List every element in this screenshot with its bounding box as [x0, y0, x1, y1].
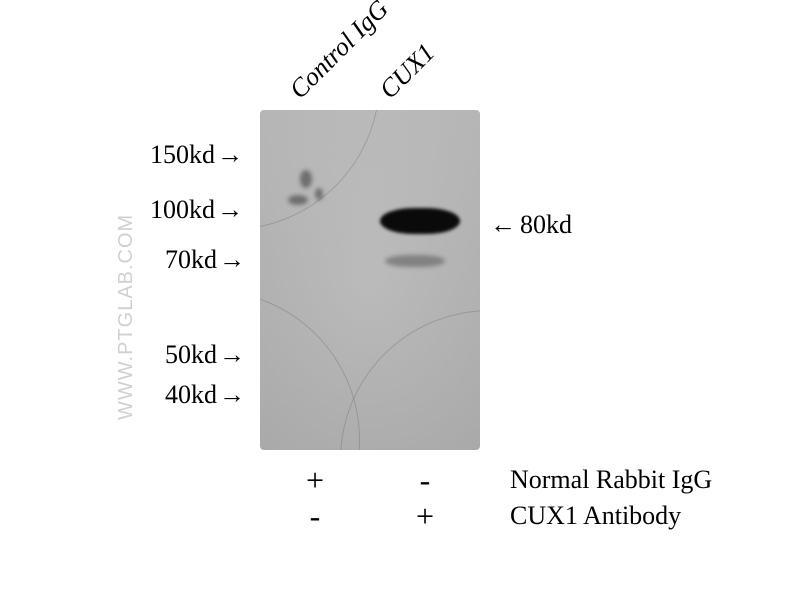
marker-70kd: 70kd→: [165, 245, 245, 275]
marker-text: 40kd: [165, 380, 217, 409]
blot-band-main: [380, 208, 460, 234]
marker-text: 150kd: [150, 140, 215, 169]
watermark-text: WWW.PTGLAB.COM: [115, 214, 138, 420]
condition-cell: +: [260, 462, 370, 499]
arrow-right-icon: →: [219, 380, 245, 410]
condition-table: + - Normal Rabbit IgG - + CUX1 Antibody: [260, 462, 712, 534]
condition-cell: -: [370, 462, 480, 499]
condition-label: Normal Rabbit IgG: [510, 465, 712, 495]
lane-label-control: Control IgG: [284, 0, 395, 105]
condition-label: CUX1 Antibody: [510, 501, 681, 531]
film-artifact: [260, 110, 380, 230]
marker-text: 50kd: [165, 340, 217, 369]
marker-100kd: 100kd→: [150, 195, 243, 225]
marker-text: 70kd: [165, 245, 217, 274]
figure-container: WWW.PTGLAB.COM Control IgG CUX1 150kd→ 1…: [0, 0, 800, 600]
marker-50kd: 50kd→: [165, 340, 245, 370]
film-artifact: [260, 290, 360, 450]
arrow-right-icon: →: [217, 140, 243, 170]
blot-smudge: [288, 195, 308, 205]
lane-label-cux1: CUX1: [374, 38, 441, 105]
marker-150kd: 150kd→: [150, 140, 243, 170]
condition-row: - + CUX1 Antibody: [260, 498, 712, 534]
film-artifact: [340, 310, 480, 450]
condition-cell: +: [370, 498, 480, 535]
blot-smudge: [300, 170, 312, 188]
band-annotation-80kd: ←80kd: [490, 210, 572, 240]
condition-cell: -: [260, 498, 370, 535]
marker-40kd: 40kd→: [165, 380, 245, 410]
arrow-right-icon: →: [219, 245, 245, 275]
blot-band-faint: [385, 255, 445, 267]
arrow-right-icon: →: [219, 340, 245, 370]
arrow-right-icon: →: [217, 195, 243, 225]
blot-smudge: [315, 188, 323, 200]
condition-row: + - Normal Rabbit IgG: [260, 462, 712, 498]
western-blot-image: [260, 110, 480, 450]
band-annotation-text: 80kd: [520, 210, 572, 239]
arrow-left-icon: ←: [490, 210, 516, 240]
marker-text: 100kd: [150, 195, 215, 224]
